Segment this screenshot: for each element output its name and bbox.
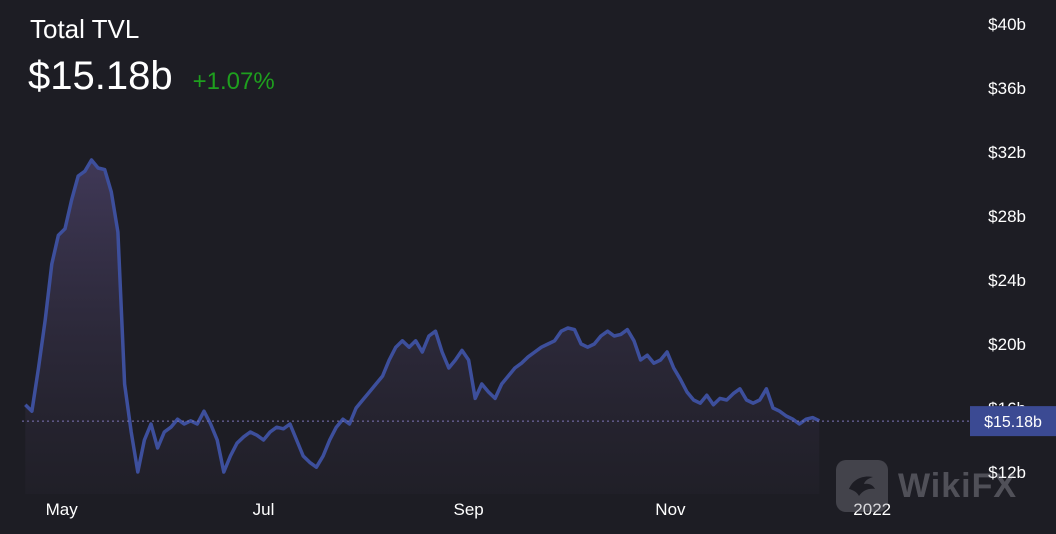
x-tick-label: 2022: [853, 500, 891, 519]
tvl-change-percent: +1.07%: [192, 68, 275, 95]
x-tick-label: May: [46, 500, 79, 519]
y-tick-label: $40b: [988, 15, 1026, 34]
current-price-label: $15.18b: [984, 414, 1042, 431]
tvl-summary: $15.18b +1.07%: [28, 54, 275, 99]
x-tick-label: Nov: [655, 500, 686, 519]
wikifx-logo-icon: [836, 460, 888, 512]
watermark-text: WikiFX: [898, 466, 1018, 505]
y-tick-label: $28b: [988, 207, 1026, 226]
x-tick-label: Jul: [253, 500, 275, 519]
current-price-tag: [970, 406, 1056, 437]
y-tick-label: $36b: [988, 79, 1026, 98]
tvl-series-line: [24, 158, 821, 474]
wikifx-watermark: WikiFX: [836, 460, 1017, 512]
y-tick-label: $24b: [988, 271, 1026, 290]
chart-title: Total TVL: [30, 14, 140, 44]
y-tick-label: $32b: [988, 143, 1026, 162]
y-tick-label: $20b: [988, 335, 1026, 354]
y-tick-label: $12b: [988, 463, 1026, 482]
tvl-value: $15.18b: [28, 54, 173, 98]
x-tick-label: Sep: [453, 500, 483, 519]
tvl-area-fill: [25, 160, 820, 494]
